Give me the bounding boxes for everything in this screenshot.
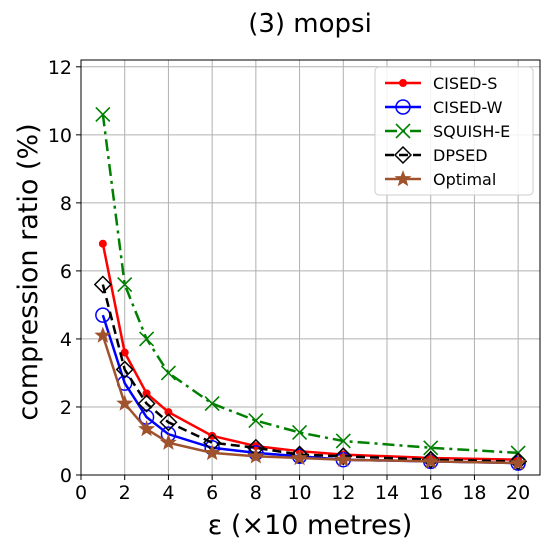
legend-label: CISED-W: [433, 98, 503, 117]
y-tick-label: 10: [48, 125, 72, 147]
x-tick-label: 8: [250, 482, 262, 504]
series-dpsed: [95, 277, 526, 470]
x-tick-label: 2: [119, 482, 131, 504]
x-tick-label: 14: [375, 482, 399, 504]
x-tick-label: 20: [506, 482, 530, 504]
legend: CISED-S CISED-W SQUISH-E DPSED Optimal: [375, 67, 533, 195]
legend-label: DPSED: [433, 146, 488, 165]
x-tick-label: 10: [287, 482, 311, 504]
y-axis-title: compression ratio (%): [13, 123, 44, 420]
x-tick-label: 18: [462, 482, 486, 504]
y-tick-label: 4: [60, 329, 72, 351]
legend-label: SQUISH-E: [433, 122, 510, 141]
y-tick-label: 12: [48, 57, 72, 79]
x-axis-title: ε (×10 metres): [208, 510, 413, 541]
legend-marker: [400, 80, 407, 87]
series-cised-w: [96, 308, 525, 470]
y-tick-label: 8: [60, 193, 72, 215]
x-tick-label: 4: [162, 482, 174, 504]
legend-label: Optimal: [433, 170, 496, 189]
y-tick-label: 6: [60, 261, 72, 283]
x-tick-label: 6: [206, 482, 218, 504]
x-tick-label: 12: [331, 482, 355, 504]
data-point: [121, 349, 128, 356]
legend-label: CISED-S: [433, 74, 497, 93]
x-tick-label: 16: [419, 482, 443, 504]
data-point: [209, 432, 216, 439]
chart-title: (3) mopsi: [248, 9, 372, 39]
data-point: [99, 240, 106, 247]
y-tick-label: 0: [60, 465, 72, 487]
x-tick-label: 0: [75, 482, 87, 504]
y-tick-label: 2: [60, 397, 72, 419]
data-point: [95, 277, 111, 293]
series-optimal: [96, 328, 526, 469]
